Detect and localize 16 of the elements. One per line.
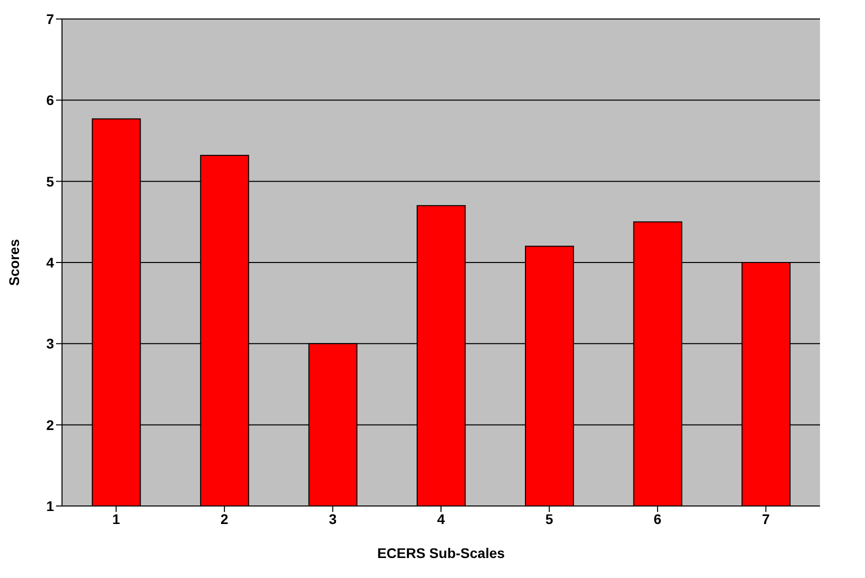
x-tick-label: 3 xyxy=(328,510,337,527)
x-tick-label: 2 xyxy=(220,510,229,527)
x-tick-label: 7 xyxy=(762,510,770,527)
y-tick-label: 3 xyxy=(46,336,54,352)
y-tick-label: 6 xyxy=(46,92,54,108)
x-axis-title: ECERS Sub-Scales xyxy=(377,545,506,561)
x-tick-label: 4 xyxy=(437,510,446,527)
x-tick-label: 1 xyxy=(112,510,120,527)
y-tick-label: 4 xyxy=(46,254,54,270)
y-tick-label: 2 xyxy=(46,416,54,433)
x-tick-label: 6 xyxy=(654,510,662,527)
y-tick-label: 7 xyxy=(46,10,54,27)
y-tick-label: 1 xyxy=(46,498,54,514)
x-tick-label: 5 xyxy=(545,510,554,527)
y-tick-label: 5 xyxy=(46,173,54,190)
y-axis-title: Scores xyxy=(6,238,22,286)
